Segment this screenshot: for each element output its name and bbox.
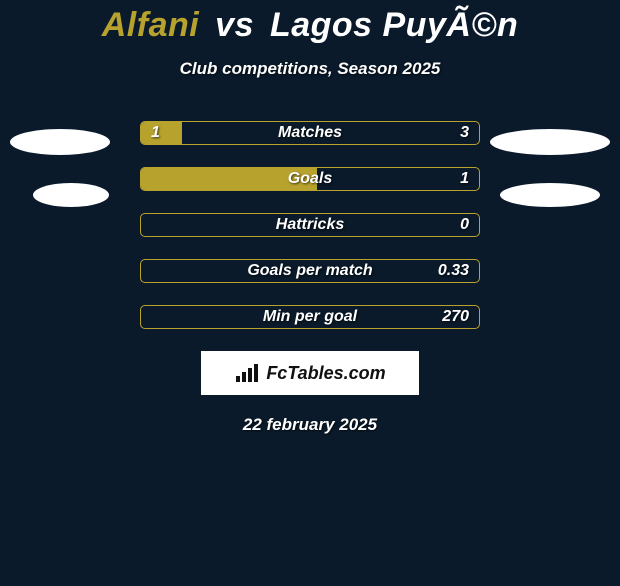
bar-label: Matches <box>278 124 342 142</box>
brand-logo-text: FcTables.com <box>266 363 385 384</box>
title-player2: Lagos PuyÃ©n <box>270 6 518 44</box>
date-text: 22 february 2025 <box>0 415 620 435</box>
avatar-placeholder-top-right <box>490 129 610 155</box>
comparison-bars: 1 Matches 3 Goals 1 Hattricks 0 Goals per match… <box>140 121 480 329</box>
title-vs: vs <box>215 6 254 44</box>
bar-value-left: 1 <box>151 124 160 142</box>
brand-logo: FcTables.com <box>201 351 419 395</box>
bar-row: 1 Matches 3 <box>140 121 480 145</box>
bar-fill-left <box>141 122 182 144</box>
bar-value-right: 0 <box>460 216 469 234</box>
page-title: Alfani vs Lagos PuyÃ©n <box>0 6 620 45</box>
bar-value-right: 3 <box>460 124 469 142</box>
avatar-placeholder-top-left <box>10 129 110 155</box>
bar-row: Min per goal 270 <box>140 305 480 329</box>
bar-label: Goals <box>288 170 332 188</box>
bar-row: Hattricks 0 <box>140 213 480 237</box>
avatar-placeholder-mid-right <box>500 183 600 207</box>
title-player1: Alfani <box>102 6 199 44</box>
bar-label: Goals per match <box>247 262 372 280</box>
bar-value-right: 0.33 <box>438 262 469 280</box>
bar-label: Hattricks <box>276 216 344 234</box>
bar-label: Min per goal <box>263 308 357 326</box>
bar-row: Goals 1 <box>140 167 480 191</box>
bar-value-right: 270 <box>442 308 469 326</box>
avatar-placeholder-mid-left <box>33 183 109 207</box>
subtitle: Club competitions, Season 2025 <box>0 59 620 79</box>
bar-value-right: 1 <box>460 170 469 188</box>
bar-row: Goals per match 0.33 <box>140 259 480 283</box>
chart-bars-icon <box>234 362 260 384</box>
